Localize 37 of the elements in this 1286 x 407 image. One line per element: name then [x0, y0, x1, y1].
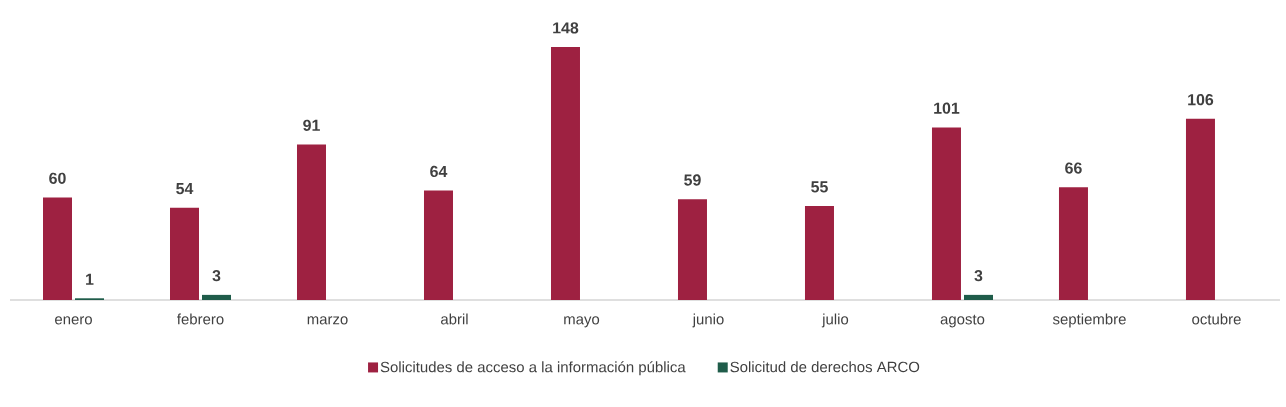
- bar: [963, 294, 993, 300]
- bar: [296, 144, 326, 300]
- bar: [202, 294, 231, 300]
- data-label: 54: [176, 183, 194, 195]
- data-label: 64: [430, 165, 448, 178]
- legend-label: Solicitudes de acceso a la información pública: [380, 361, 686, 376]
- bar: [423, 190, 453, 300]
- data-label: 91: [303, 119, 320, 131]
- x-tick-label: marzo: [307, 316, 348, 325]
- x-tick-label: julio: [821, 313, 849, 328]
- data-label: 148: [553, 22, 579, 34]
- data-label: 60: [49, 172, 66, 184]
- data-label: 1: [86, 273, 94, 285]
- x-tick-label: junio: [692, 313, 724, 328]
- bar: [1185, 118, 1215, 300]
- data-label: 106: [1188, 94, 1214, 106]
- data-label: 66: [1065, 162, 1082, 174]
- bar: [43, 197, 72, 300]
- x-tick-label: octubre: [1192, 313, 1241, 325]
- data-label: 59: [684, 174, 701, 186]
- bar: [170, 207, 199, 300]
- data-label: 101: [934, 102, 960, 114]
- data-label: 55: [811, 181, 828, 193]
- bar: [804, 206, 834, 300]
- legend-label: Solicitud de derechos ARCO: [730, 361, 920, 373]
- x-tick-label: abril: [441, 313, 468, 325]
- x-tick-label: mayo: [564, 316, 600, 328]
- bar: [677, 199, 707, 300]
- data-label: 3: [974, 270, 983, 282]
- x-tick-label: enero: [55, 316, 92, 325]
- x-tick-label: agosto: [940, 314, 985, 328]
- x-tick-label: septiembre: [1052, 313, 1126, 328]
- bar: [550, 47, 580, 300]
- bar: [931, 127, 961, 300]
- bar: [1058, 187, 1088, 300]
- data-label: 3: [212, 270, 221, 282]
- x-tick-label: febrero: [177, 313, 224, 325]
